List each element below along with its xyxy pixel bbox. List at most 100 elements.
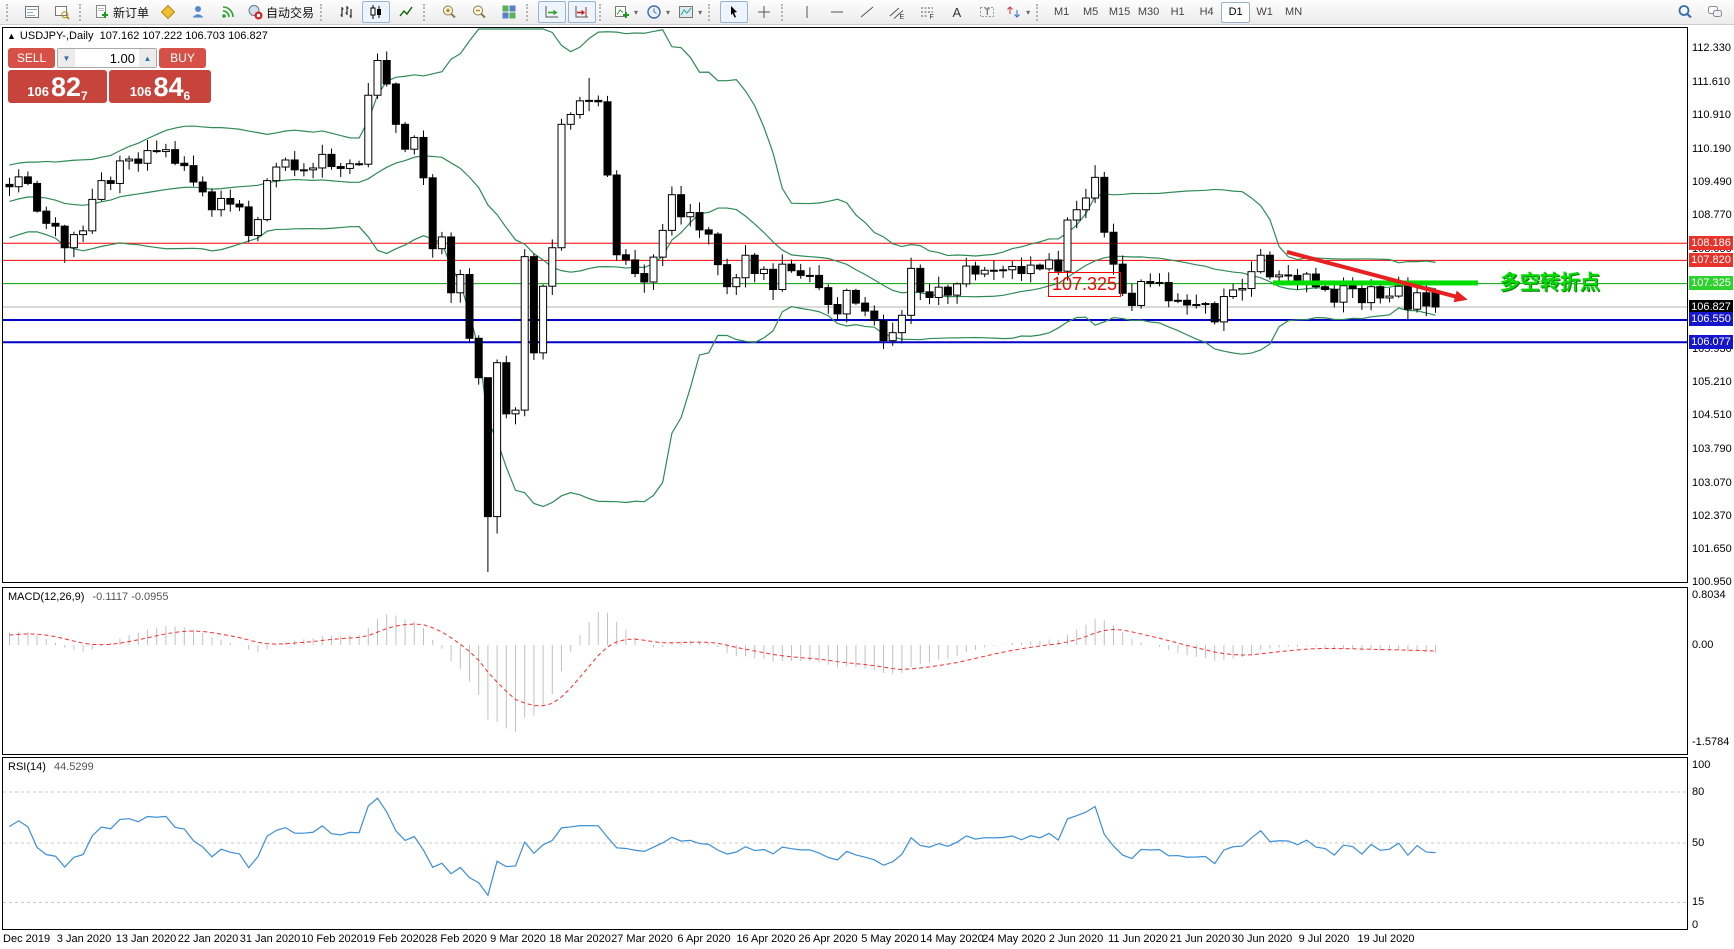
candle-body [152,150,161,153]
market-button[interactable] [154,1,182,23]
macd-tick: -1.5784 [1692,736,1730,749]
timeframe-d1-button[interactable]: D1 [1221,1,1251,23]
volume-increment-button[interactable]: ▲ [139,49,156,67]
signals-button[interactable] [214,1,242,23]
arrows-button[interactable]: ▾ [1003,1,1033,23]
auto-scroll-button[interactable] [538,1,567,23]
timeframe-m5-button[interactable]: M5 [1082,6,1099,18]
chart-shift-button[interactable] [568,1,597,23]
strategy-tester-button[interactable] [48,1,76,23]
trendline-button[interactable] [853,1,881,23]
templates-button[interactable]: ▾ [675,1,705,23]
volume-decrement-button[interactable]: ▼ [58,49,75,67]
text-button[interactable]: A [943,1,971,23]
charts-window-icon [25,6,39,18]
timeframe-h1-button[interactable]: H1 [1170,6,1185,18]
timeframe-w1-button[interactable]: W1 [1256,6,1273,18]
candle-body [1026,264,1035,275]
timeframe-h4-button[interactable]: H4 [1199,6,1214,18]
line-chart-button[interactable] [392,1,420,23]
trend-arrow-annotation[interactable] [1286,250,1460,300]
one-click-panel-arrow[interactable]: ▲ [7,31,16,41]
rsi-value: 44.5299 [53,761,94,773]
date-label: 3 Jan 2020 [56,933,112,945]
candle-body [1265,254,1274,278]
candle-body [1284,274,1293,277]
candle-body [704,229,713,235]
buy-price-button[interactable]: 106 84 6 [109,70,211,103]
price-callout-annotation[interactable]: 107.325 [1048,272,1122,297]
main-chart-panel[interactable] [2,27,1688,583]
buy-button[interactable]: BUY [159,48,206,68]
candle-body [336,166,345,169]
timeframe-m1-button[interactable]: M1 [1053,6,1070,18]
candle-body [566,113,575,125]
autotrade-button[interactable]: 自动交易 [244,1,317,23]
candle-body [1017,266,1026,275]
trendline-icon [860,6,874,18]
timeframe-m30-button[interactable]: M30 [1137,6,1160,18]
fibonacci-button[interactable]: F [913,1,941,23]
candle-body [345,163,354,169]
tile-windows-button[interactable] [495,1,523,23]
zoom-out-button[interactable] [465,1,493,23]
candle-body [474,337,483,379]
candle-body [713,233,722,266]
candle-body [1385,295,1394,299]
price-axis[interactable]: 112.330 111.610 110.910 110.190 109.490 108.7… [1688,25,1734,949]
timeframe-m15-button[interactable]: M15 [1108,6,1131,18]
candle-body [732,277,741,288]
candle-body [79,230,88,236]
candle-body [888,332,897,342]
candle-body [603,101,612,176]
timeframe-mn-button[interactable]: MN [1285,6,1303,18]
equidistant-channel-button[interactable]: E [883,1,911,23]
ohlc-values: 107.162 107.222 106.703 106.827 [99,30,268,42]
crosshair-button[interactable] [750,1,778,23]
sell-price-button[interactable]: 106 82 7 [8,70,107,103]
price-tag-107.820: 107.820 [1689,252,1733,267]
zoom-in-button[interactable] [435,1,463,23]
volume-input[interactable] [75,49,139,67]
vertical-line-button[interactable] [793,1,821,23]
candlestick-chart-button[interactable] [362,1,391,23]
candle-body [465,273,474,339]
text-a-icon: A [953,5,962,20]
rsi-panel[interactable]: RSI(14) 44.5299 [2,757,1688,930]
candle-body [5,183,14,188]
main-chart-plot[interactable] [3,28,1687,582]
cycles-button[interactable]: ▾ [643,1,673,23]
text-label-button[interactable]: T [973,1,1001,23]
candle-body [1311,273,1320,288]
macd-name: MACD(12,26,9) [8,591,85,603]
trend-text-annotation[interactable]: 多空转折点 [1500,272,1600,294]
community-button[interactable] [184,1,212,23]
bar-chart-button[interactable] [332,1,360,23]
date-label: 24 May 2020 [982,933,1046,945]
charts-window-button[interactable] [18,1,46,23]
new-chart-button[interactable]: ▾ [611,1,641,23]
date-label: 5 Dec 2019 [0,933,51,945]
chat-button[interactable] [1701,1,1729,23]
sell-button[interactable]: SELL [8,48,55,68]
highlight-line-annotation[interactable] [1273,280,1478,286]
new-order-button[interactable]: 新订单 [91,1,152,23]
candle-body [143,150,152,164]
price-tick: 100.950 [1692,576,1732,589]
signals-icon [222,6,234,18]
sell-price-small: 106 [27,84,49,99]
candle-body [281,159,290,168]
horizontal-line-button[interactable] [823,1,851,23]
candle-body [106,180,115,184]
candle-body [897,314,906,334]
search-button[interactable] [1671,1,1699,23]
candle-body [870,310,879,321]
macd-panel[interactable]: MACD(12,26,9) -0.1117 -0.0955 [2,587,1688,755]
bollinger-band [9,28,1436,264]
macd-tick: 0.00 [1692,638,1714,651]
macd-plot[interactable] [3,588,1687,754]
cursor-button[interactable] [720,1,749,23]
candle-body [934,286,943,298]
rsi-plot[interactable] [3,758,1687,929]
